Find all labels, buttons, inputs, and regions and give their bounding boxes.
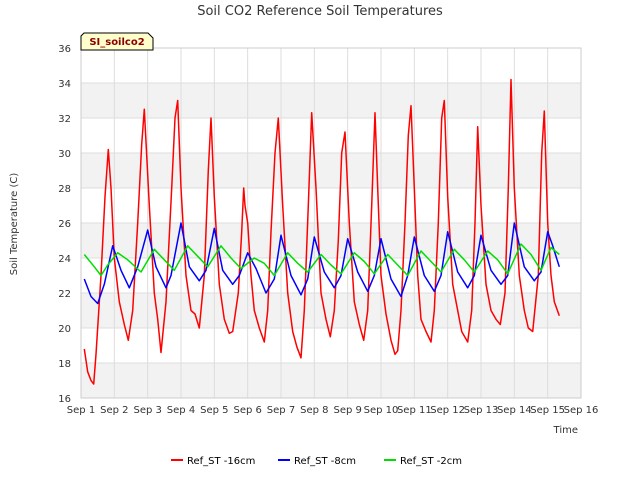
y-tick-label: 22 xyxy=(58,289,71,300)
x-tick-label: Sep 8 xyxy=(300,405,328,416)
x-tick-label: Sep 14 xyxy=(497,405,532,416)
x-tick-label: Sep 6 xyxy=(233,405,261,416)
x-tick-label: Sep 9 xyxy=(333,405,361,416)
chart-title: Soil CO2 Reference Soil Temperatures xyxy=(197,4,443,19)
y-tick-label: 30 xyxy=(58,149,71,160)
plot-area-frame xyxy=(80,47,582,399)
y-tick-label: 16 xyxy=(58,394,71,405)
x-tick-label: Sep 10 xyxy=(364,405,399,416)
x-axis-label: Time xyxy=(553,425,578,436)
x-tick-label: Sep 3 xyxy=(133,405,161,416)
legend-label-0: Ref_ST -16cm xyxy=(187,456,255,467)
x-tick-label: Sep 15 xyxy=(530,405,565,416)
y-tick-label: 36 xyxy=(58,44,71,55)
site-badge-label: SI_soilco2 xyxy=(89,37,144,48)
x-tick-labels: Sep 1 Sep 2 Sep 3 Sep 4 Sep 5 Sep 6 Sep 7 Sep 8… xyxy=(67,405,599,416)
x-tick-label: Sep 1 xyxy=(67,405,95,416)
band xyxy=(81,223,581,258)
legend: Ref_ST -16cm Ref_ST -8cm Ref_ST -2cm xyxy=(171,456,462,467)
x-tick-label: Sep 7 xyxy=(267,405,295,416)
y-tick-label: 34 xyxy=(58,79,71,90)
band xyxy=(81,363,581,398)
band xyxy=(81,83,581,118)
x-tick-label: Sep 11 xyxy=(397,405,432,416)
y-tick-label: 20 xyxy=(58,324,71,335)
y-axis-label: Soil Temperature (C) xyxy=(9,173,20,276)
x-tick-label: Sep 13 xyxy=(464,405,499,416)
legend-label-2: Ref_ST -2cm xyxy=(400,456,462,467)
y-tick-label: 32 xyxy=(58,114,71,125)
series-line-1 xyxy=(83,222,561,305)
y-tick-label: 18 xyxy=(58,359,71,370)
band xyxy=(81,153,581,188)
x-tick-label: Sep 4 xyxy=(167,405,195,416)
site-badge: SI_soilco2 xyxy=(80,32,154,51)
x-tick-label: Sep 5 xyxy=(200,405,228,416)
legend-label-1: Ref_ST -8cm xyxy=(294,456,356,467)
x-tick-label: Sep 2 xyxy=(100,405,128,416)
y-tick-labels: 16 18 20 22 24 26 28 30 32 34 36 xyxy=(58,44,71,405)
y-tick-label: 26 xyxy=(58,219,71,230)
x-tick-label: Sep 16 xyxy=(564,405,599,416)
y-tick-label: 24 xyxy=(58,254,71,265)
site-badge-shape xyxy=(80,32,154,51)
series-line-2 xyxy=(83,243,560,277)
series-line-0 xyxy=(83,78,561,385)
x-tick-label: Sep 12 xyxy=(430,405,465,416)
series-layer xyxy=(83,78,561,385)
y-tick-label: 28 xyxy=(58,184,71,195)
